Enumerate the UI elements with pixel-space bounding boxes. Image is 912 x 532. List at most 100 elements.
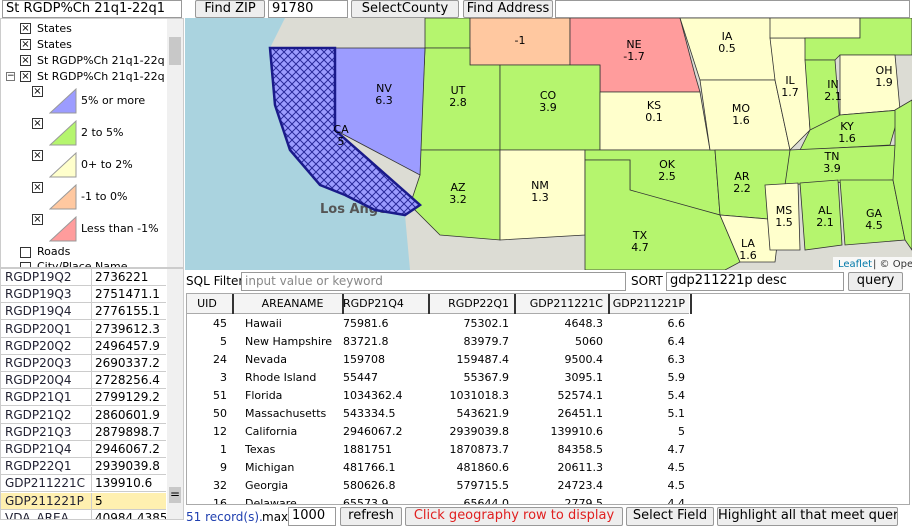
table-cell: New Hampshire xyxy=(245,335,333,348)
checkbox[interactable]: × xyxy=(32,118,43,129)
state[interactable] xyxy=(424,18,471,49)
checkbox[interactable] xyxy=(20,247,31,258)
attribute-name: RGDP21Q1 xyxy=(5,390,72,405)
state-abbr: OK xyxy=(659,158,676,171)
legend-label: -1 to 0% xyxy=(81,190,128,203)
attribute-row[interactable]: RGDP21Q4 2946067.2 xyxy=(1,441,166,458)
scroll-thumb[interactable] xyxy=(169,37,181,65)
layer-name: Roads xyxy=(37,245,71,258)
attribute-name: RGDP21Q3 xyxy=(5,424,72,439)
checkbox[interactable]: × xyxy=(32,150,43,161)
attribute-row[interactable]: RGDP19Q2 2736221 xyxy=(1,269,166,286)
table-cell: 5 xyxy=(220,335,227,348)
select-field-button[interactable]: Select Field xyxy=(626,507,714,526)
table-cell: 26451.1 xyxy=(557,407,604,420)
attribute-row[interactable]: RGDP22Q1 2939039.8 xyxy=(1,458,166,476)
find-zip-button[interactable]: Find ZIP xyxy=(195,0,265,18)
layer-panel: × States × States × St RGDP%Ch 21q1-22q1− × St … xyxy=(0,18,184,268)
column-header[interactable]: UID xyxy=(197,297,217,310)
sort-input[interactable]: gdp211221p desc xyxy=(666,272,844,291)
checkbox[interactable]: × xyxy=(20,39,31,50)
column-header[interactable]: GDP211221P xyxy=(612,297,685,310)
attribute-row[interactable]: RGDP21Q1 2799129.2 xyxy=(1,389,166,407)
table-cell: 52574.1 xyxy=(557,389,604,402)
attribute-name: RGDP19Q3 xyxy=(5,287,72,302)
state-abbr: AR xyxy=(734,170,750,183)
checkbox[interactable]: × xyxy=(20,71,31,82)
attribute-row[interactable]: GDP211221P 5 xyxy=(1,492,166,510)
hint-button[interactable]: Click geography row to display xyxy=(405,507,623,526)
table-cell: 2779.5 xyxy=(564,497,604,505)
scroll-thumb[interactable]: = xyxy=(169,487,181,503)
refresh-button[interactable]: refresh xyxy=(340,507,402,526)
layer-name: St RGDP%Ch 21q1-22q1 xyxy=(37,70,165,83)
attribute-row[interactable]: RGDP20Q3 2690337.2 xyxy=(1,355,166,372)
state[interactable] xyxy=(799,179,843,251)
filter-input[interactable]: input value or keyword xyxy=(241,272,626,291)
table-cell: 55367.9 xyxy=(463,371,510,384)
layer-select[interactable]: St RGDP%Ch 21q1-22q1 xyxy=(2,0,182,18)
attribute-row[interactable]: RGDP21Q2 2860601.9 xyxy=(1,406,166,424)
attribute-name: RGDP19Q4 xyxy=(5,304,72,319)
checkbox[interactable]: × xyxy=(32,214,43,225)
table-cell: 543334.5 xyxy=(343,407,396,420)
attribute-name: GDP211221P xyxy=(5,493,84,508)
select-county-button[interactable]: SelectCounty xyxy=(351,0,459,18)
find-address-button[interactable]: Find Address xyxy=(463,0,553,18)
table-cell: 1034362.4 xyxy=(343,389,403,402)
attribution-link[interactable]: Leaflet xyxy=(838,259,872,270)
attribute-row[interactable]: RGDP19Q3 2751471.1 xyxy=(1,286,166,304)
table-cell: Rhode Island xyxy=(245,371,317,384)
state-value: 4.5 xyxy=(865,219,883,232)
checkbox[interactable]: × xyxy=(32,182,43,193)
state[interactable] xyxy=(764,182,801,251)
state[interactable] xyxy=(719,214,781,263)
layer-name: States xyxy=(37,38,72,51)
checkbox[interactable] xyxy=(20,262,31,267)
table-cell: 159708 xyxy=(343,353,385,366)
state[interactable] xyxy=(769,18,861,39)
attribute-value: 2736221 xyxy=(91,269,166,285)
collapse-toggle[interactable]: − xyxy=(6,72,15,81)
checkbox[interactable]: × xyxy=(20,23,31,34)
attribute-row[interactable]: RGDP21Q3 2879898.7 xyxy=(1,423,166,441)
column-divider xyxy=(232,294,234,314)
attribute-row[interactable]: GDP211221C 139910.6 xyxy=(1,475,166,493)
state-abbr: IL xyxy=(785,74,795,87)
state[interactable] xyxy=(892,99,912,251)
max-input[interactable]: 1000 xyxy=(288,507,336,526)
attribute-value: 139910.6 xyxy=(91,475,166,492)
address-input[interactable] xyxy=(555,0,910,18)
query-button[interactable]: query xyxy=(848,272,903,291)
checkbox[interactable]: × xyxy=(20,55,31,66)
table-cell: Delaware xyxy=(245,497,297,505)
state-value: 1.9 xyxy=(875,76,893,89)
attribute-value: 2728256.4 xyxy=(91,372,166,389)
column-header[interactable]: RGDP21Q4 xyxy=(343,297,404,310)
map[interactable]: Los Angeles -1 NE-1.7IA0.5NV6.3UT2.8CO3.9… xyxy=(185,18,912,270)
table-cell: 20611.3 xyxy=(557,461,604,474)
table-cell: 24723.4 xyxy=(557,479,604,492)
state-abbr: AZ xyxy=(450,181,466,194)
state-abbr: MS xyxy=(776,204,792,217)
legend-swatch xyxy=(49,120,77,146)
attribute-row[interactable]: RGDP20Q2 2496457.9 xyxy=(1,337,166,355)
column-header[interactable]: GDP211221C xyxy=(529,297,603,310)
table-cell: 6.6 xyxy=(667,317,686,330)
state-value: 2.5 xyxy=(658,170,676,183)
attribute-value: 2939039.8 xyxy=(91,458,166,475)
attribute-value: 2739612.3 xyxy=(91,320,166,337)
zip-input[interactable]: 91780 xyxy=(268,0,348,18)
attribute-row[interactable]: RGDP20Q1 2739612.3 xyxy=(1,320,166,338)
table-cell: 4.4 xyxy=(667,497,686,505)
legend-swatch xyxy=(49,216,77,242)
attribute-row[interactable]: RGDP20Q4 2728256.4 xyxy=(1,372,166,390)
checkbox[interactable]: × xyxy=(32,86,43,97)
column-header[interactable]: RGDP22Q1 xyxy=(448,297,509,310)
column-header[interactable]: AREANAME xyxy=(261,297,324,310)
selected-state[interactable] xyxy=(268,46,423,217)
attribute-value: 2799129.2 xyxy=(91,389,166,406)
attribute-row[interactable]: RGDP19Q4 2776155.1 xyxy=(1,303,166,321)
highlight-button[interactable]: Highlight all that meet query xyxy=(717,507,898,526)
attribute-row[interactable]: VDA_AREA 40984.4385 xyxy=(1,509,166,519)
